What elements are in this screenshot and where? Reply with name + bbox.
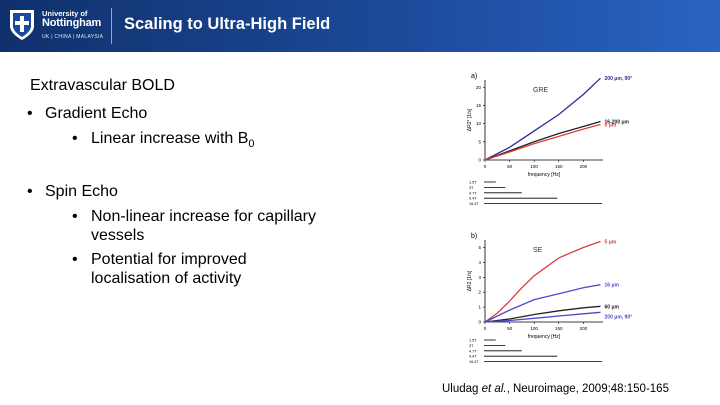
series-label: 5 μm: [605, 122, 617, 128]
x-axis-label: frequency [Hz]: [528, 334, 561, 340]
university-crest-icon: [10, 10, 34, 40]
panel-label: b): [471, 233, 477, 240]
slide-title: Scaling to Ultra-High Field: [124, 15, 331, 33]
university-logo: University of Nottingham UK | CHINA | MA…: [8, 4, 108, 48]
bullet-icon: •: [27, 105, 33, 122]
y-tick-label: 0: [478, 158, 481, 163]
field-strength-label: 3T: [469, 344, 474, 348]
series-line: [484, 305, 601, 323]
bullet-icon: •: [72, 208, 78, 225]
field-strength-label: 16.4T: [469, 360, 479, 364]
x-tick-label: 100: [530, 164, 538, 169]
field-strength-label: 1.5T: [469, 181, 477, 185]
y-tick-label: 2: [478, 290, 481, 295]
panel-title: SE: [533, 247, 543, 254]
y-tick-label: 20: [476, 85, 482, 90]
field-strength-label: 16.4T: [469, 202, 479, 206]
series-label: 16 μm: [605, 283, 620, 289]
x-tick-label: 50: [507, 164, 513, 169]
field-strength-label: 4.7T: [469, 349, 477, 353]
y-tick-label: 5: [478, 245, 481, 250]
y-tick-label: 3: [478, 275, 481, 280]
series-line: [484, 77, 601, 161]
x-tick-label: 0: [484, 164, 487, 169]
y-tick-label: 4: [478, 260, 481, 265]
bullet-gradient-echo: Gradient Echo: [45, 105, 148, 122]
bullet-nonlinear-line2: vessels: [91, 227, 145, 244]
x-tick-label: 200: [580, 326, 588, 331]
citation-rest: , Neuroimage, 2009;48:150-165: [506, 383, 669, 395]
logo-text-line3: UK | CHINA | MALAYSIA: [42, 34, 104, 40]
linear-increase-text: Linear increase with B: [91, 130, 249, 147]
x-tick-label: 200: [580, 164, 588, 169]
field-strength-label: 9.4T: [469, 355, 477, 359]
series-line: [484, 123, 601, 161]
panel-label: a): [471, 73, 477, 80]
series-label: 200 μm, 90°: [605, 76, 633, 82]
y-tick-label: 10: [476, 121, 482, 126]
slide-header: University of Nottingham UK | CHINA | MA…: [0, 0, 720, 52]
bullet-potential-line1: Potential for improved: [91, 251, 247, 268]
x-tick-label: 50: [507, 326, 513, 331]
bullet-linear-increase: Linear increase with B0: [91, 129, 255, 151]
bullet-spin-echo: Spin Echo: [45, 183, 118, 200]
y-tick-label: 15: [476, 103, 482, 108]
x-tick-label: 100: [530, 326, 538, 331]
y-axis-label: ΔR2* [1/s]: [467, 108, 473, 131]
bullet-potential-line2: localisation of activity: [91, 270, 242, 287]
b0-subscript: 0: [248, 138, 255, 151]
bullet-icon: •: [72, 130, 78, 147]
field-strength-label: 1.5T: [469, 339, 477, 343]
series-label: 60 μm: [605, 304, 620, 310]
bullet-icon: •: [72, 251, 78, 268]
panel-title: GRE: [533, 87, 549, 94]
heading-text: Extravascular BOLD: [30, 77, 175, 94]
logo-text-line2: Nottingham: [42, 17, 102, 29]
series-line: [484, 240, 601, 323]
series-label: 200 μm, 90°: [605, 314, 633, 320]
series-line: [484, 120, 601, 161]
x-tick-label: 150: [555, 326, 563, 331]
header-divider: [111, 8, 112, 44]
series-label: 5 μm: [605, 239, 617, 245]
series-line: [484, 284, 601, 323]
x-tick-label: 0: [484, 326, 487, 331]
x-axis-label: frequency [Hz]: [528, 172, 561, 178]
bullet-icon: •: [27, 183, 33, 200]
series-line: [484, 311, 601, 323]
y-tick-label: 1: [478, 305, 481, 310]
x-tick-label: 150: [555, 164, 563, 169]
citation-etal: et al.: [481, 383, 507, 395]
citation-author: Uludag: [442, 383, 482, 395]
field-strength-label: 4.7T: [469, 191, 477, 195]
y-tick-label: 5: [478, 139, 481, 144]
field-strength-label: 9.4T: [469, 197, 477, 201]
field-strength-label: 3T: [469, 186, 474, 190]
logo-text-line1: University of: [42, 9, 88, 18]
y-axis-label: ΔR2 [1/s]: [467, 270, 473, 291]
bullet-nonlinear-line1: Non-linear increase for capillary: [91, 208, 316, 225]
citation: Uludag et al., Neuroimage, 2009;48:150-1…: [442, 383, 669, 395]
series-label: 16-200 μm: [605, 119, 630, 125]
y-tick-label: 0: [478, 320, 481, 325]
